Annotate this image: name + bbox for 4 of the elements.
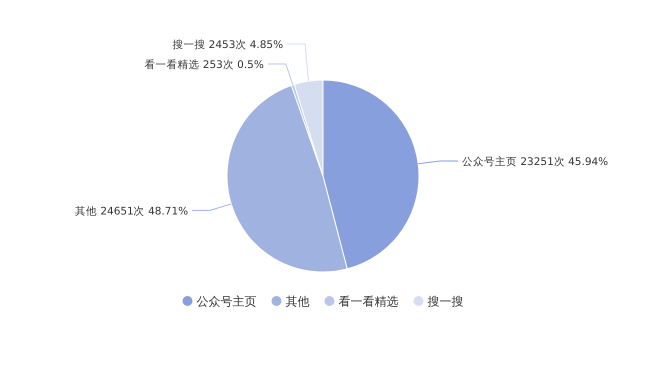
legend-label: 看一看精选 (338, 294, 398, 308)
legend-label: 公众号主页 (196, 294, 256, 308)
legend-label: 其他 (286, 294, 310, 308)
legend-label: 搜一搜 (428, 294, 464, 308)
